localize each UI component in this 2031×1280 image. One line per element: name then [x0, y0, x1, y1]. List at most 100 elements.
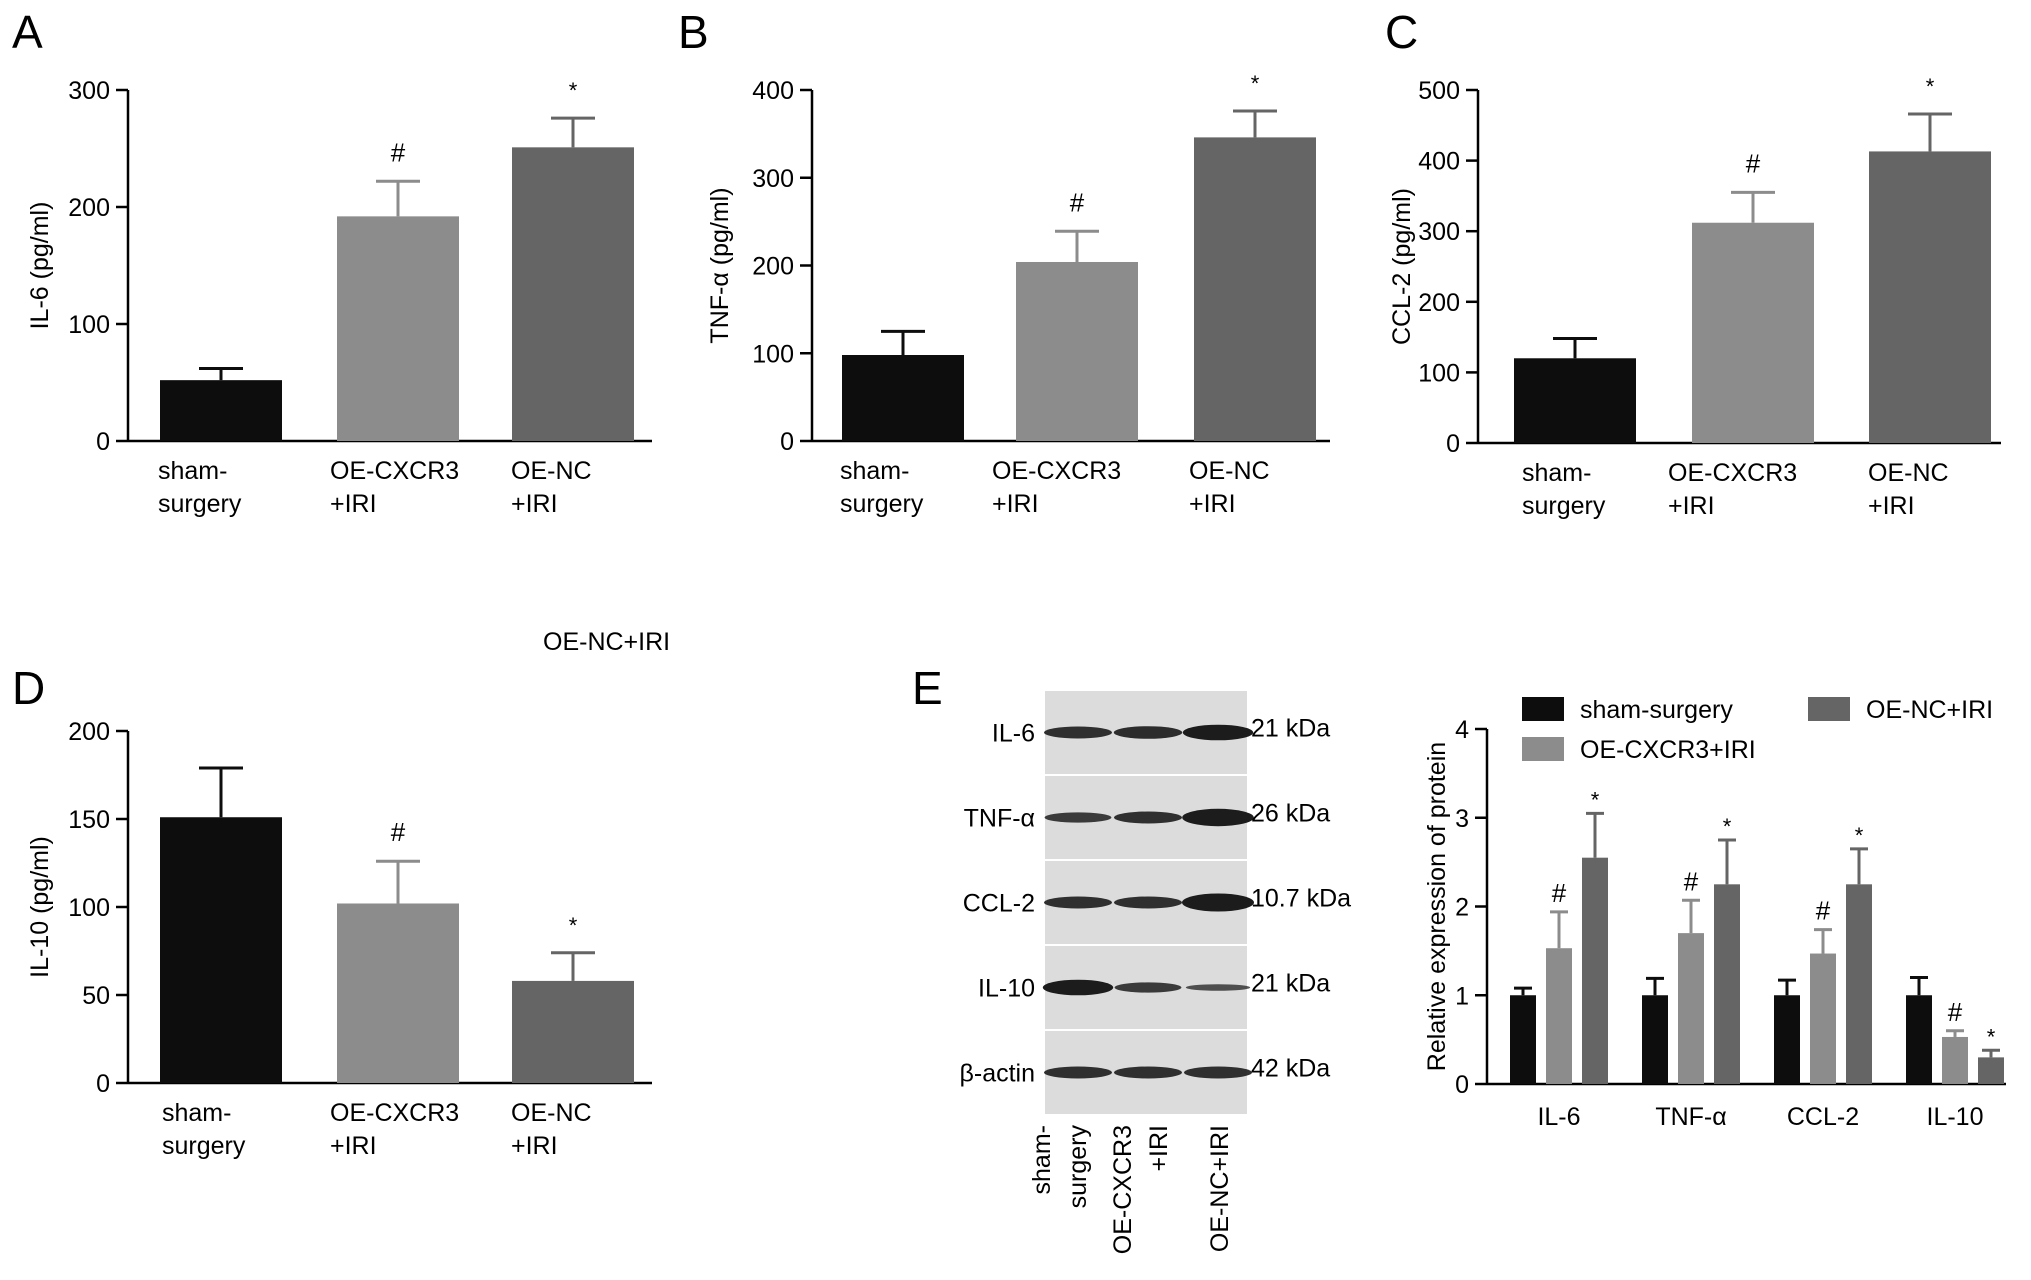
- panel-letter-a: A: [12, 6, 43, 58]
- panel-a-y-axis-label: IL-6 (pg/ml): [26, 202, 54, 330]
- panel-b-significance-mark: #: [1070, 187, 1085, 217]
- panel-a-category-label: +IRI: [330, 490, 377, 518]
- panel-c-bar: [1869, 151, 1991, 443]
- panel-d-y-tick-label: 100: [68, 894, 110, 922]
- blot-band: [1114, 811, 1182, 824]
- blot-band: [1044, 896, 1112, 909]
- legend-swatch: [1808, 697, 1850, 721]
- blot-size-label: 21 kDa: [1251, 715, 1330, 743]
- panel-d-bar: [160, 817, 282, 1083]
- panel-b-category-label: +IRI: [1189, 490, 1236, 518]
- panel-e-significance-mark: #: [1948, 997, 1963, 1027]
- panel-c-y-tick-label: 100: [1418, 359, 1460, 387]
- legend-label: OE-CXCR3+IRI: [1580, 736, 1756, 764]
- blot-lane-label: OE-CXCR3: [1109, 1125, 1137, 1254]
- panel-d-category-label: surgery: [162, 1132, 246, 1160]
- panel-c-category-label: OE-CXCR3: [1668, 459, 1797, 487]
- panel-e-y-tick-label: 2: [1455, 894, 1469, 922]
- panel-a-significance-mark: #: [391, 137, 406, 167]
- blot-protein-label: CCL-2: [963, 890, 1035, 918]
- blot-band: [1182, 893, 1254, 912]
- panel-b-significance-mark: *: [1251, 71, 1260, 96]
- panel-e-significance-mark: *: [1855, 823, 1864, 848]
- panel-c-chart: 0 100 200 300 400 500 CCL-2 (pg/ml) sham-surger…: [1388, 74, 2001, 520]
- panel-e-significance-mark: *: [1591, 787, 1600, 812]
- panel-e-y-axis-label: Relative expression of protein: [1423, 742, 1451, 1071]
- panel-a-chart: 0 100 200 300 IL-6 (pg/ml) sham-surgery # OE-CX…: [26, 77, 652, 518]
- panel-e-bar: [1510, 995, 1536, 1084]
- panel-e-bar: [1642, 995, 1668, 1084]
- blot-band: [1182, 808, 1254, 827]
- panel-c-bar: [1514, 358, 1636, 443]
- blot-size-label: 42 kDa: [1251, 1055, 1330, 1083]
- panel-e-significance-mark: #: [1684, 866, 1699, 896]
- panel-a-bar: [160, 380, 282, 441]
- panel-e-category-label: IL-10: [1927, 1103, 1984, 1131]
- legend-swatch: [1522, 697, 1564, 721]
- panel-e-significance-mark: #: [1552, 878, 1567, 908]
- panel-d-category-label: +IRI: [511, 1132, 558, 1160]
- panel-b-category-label: sham-: [840, 457, 909, 485]
- panel-e-bar: [1846, 884, 1872, 1084]
- panel-e-bar: [1546, 948, 1572, 1084]
- panel-a-y-tick-label: 300: [68, 77, 110, 105]
- panel-c-category-label: sham-: [1522, 459, 1591, 487]
- panel-b-bar: [1194, 137, 1316, 441]
- blot-size-label: 21 kDa: [1251, 970, 1330, 998]
- legend-label: OE-NC+IRI: [1866, 696, 1993, 724]
- panel-d-y-tick-label: 0: [96, 1070, 110, 1098]
- blot-band: [1044, 812, 1112, 823]
- panel-c-category-label: +IRI: [1868, 492, 1915, 520]
- panel-c-significance-mark: *: [1926, 74, 1935, 99]
- panel-d-category-label: OE-NC: [511, 1099, 592, 1127]
- panel-d-y-tick-label: 200: [68, 718, 110, 746]
- blot-band: [1185, 984, 1251, 991]
- panel-b-bar: [842, 355, 964, 441]
- panel-e-bar: [1714, 884, 1740, 1084]
- panel-c-y-tick-label: 500: [1418, 77, 1460, 105]
- blot-band: [1182, 724, 1254, 741]
- panel-d-y-tick-label: 50: [82, 982, 110, 1010]
- panel-letter-c: C: [1385, 6, 1418, 58]
- panel-a-bar: [512, 147, 634, 441]
- panel-e-y-tick-label: 3: [1455, 805, 1469, 833]
- panel-d-bar: [337, 903, 459, 1083]
- panel-b-category-label: surgery: [840, 490, 924, 518]
- panel-e-bar: [1906, 995, 1932, 1084]
- panel-e-significance-mark: *: [1723, 814, 1732, 839]
- panel-e-bar: [1810, 953, 1836, 1084]
- blot-protein-label: IL-10: [978, 975, 1035, 1003]
- panel-c-y-tick-label: 400: [1418, 148, 1460, 176]
- panel-d-category-label: +IRI: [330, 1132, 377, 1160]
- panel-letter-e: E: [912, 662, 943, 714]
- panel-a-y-tick-label: 200: [68, 194, 110, 222]
- panel-e-category-label: TNF-α: [1655, 1103, 1726, 1131]
- blot-band: [1114, 896, 1182, 909]
- blot-protein-label: β-actin: [959, 1060, 1035, 1088]
- blot-band: [1044, 1066, 1112, 1079]
- legend-label: sham-surgery: [1580, 696, 1733, 724]
- blot-lane-label: OE-NC+IRI: [1206, 1125, 1234, 1252]
- blot-size-label: 10.7 kDa: [1251, 885, 1351, 913]
- blot-band: [1113, 726, 1183, 739]
- panel-d-category-label: sham-: [162, 1099, 231, 1127]
- panel-a-category-label: +IRI: [511, 490, 558, 518]
- panel-c-bar: [1692, 222, 1814, 443]
- panel-d-chart: 0 50 100 150 200 IL-10 (pg/ml) sham-surgery # OE…: [26, 718, 652, 1160]
- panel-a-category-label: sham-: [158, 457, 227, 485]
- blot-lane-label: +IRI: [1145, 1125, 1173, 1172]
- panel-c-y-tick-label: 300: [1418, 218, 1460, 246]
- panel-e-y-tick-label: 0: [1455, 1071, 1469, 1099]
- panel-e-category-label: IL-6: [1537, 1103, 1580, 1131]
- panel-e-y-tick-label: 1: [1455, 982, 1469, 1010]
- panel-c-y-tick-label: 200: [1418, 289, 1460, 317]
- panel-e-category-label: CCL-2: [1787, 1103, 1859, 1131]
- panel-e-bar: [1942, 1036, 1968, 1084]
- panel-b-y-tick-label: 200: [752, 253, 794, 281]
- panel-b-category-label: OE-NC: [1189, 457, 1270, 485]
- blot-size-label: 26 kDa: [1251, 800, 1330, 828]
- panel-c-significance-mark: #: [1746, 148, 1761, 178]
- panel-b-y-tick-label: 300: [752, 165, 794, 193]
- panel-d-significance-mark: #: [391, 817, 406, 847]
